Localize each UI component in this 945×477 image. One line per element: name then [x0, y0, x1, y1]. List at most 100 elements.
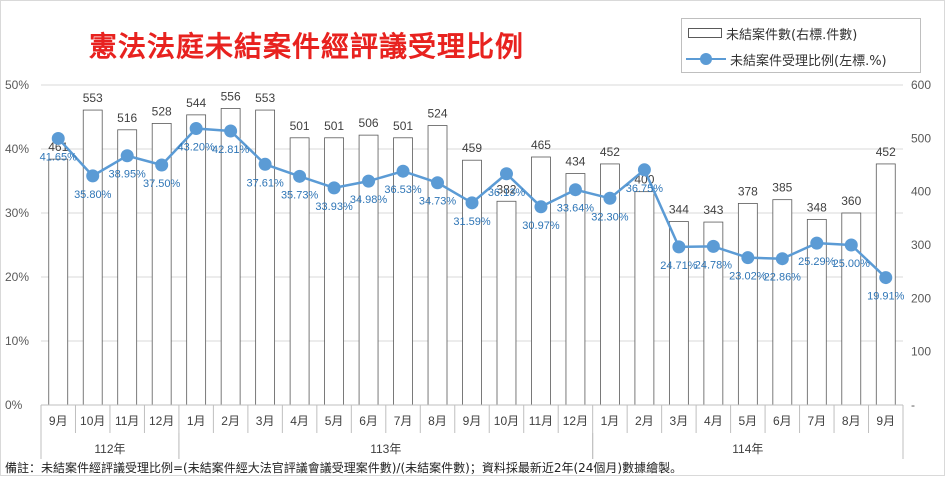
line-point [431, 176, 445, 190]
legend: 未結案件數(右標.件數) 未結案件受理比例(左標.%) [681, 18, 921, 73]
line-point [741, 251, 755, 265]
line-point [327, 181, 341, 195]
line-data-label: 31.59% [453, 216, 491, 228]
bar [186, 114, 207, 406]
line-point [120, 149, 134, 163]
y-left-tick-label: 20% [5, 270, 29, 284]
x-tick-label: 5月 [738, 414, 757, 428]
x-tick-label: 11月 [529, 414, 553, 428]
line-data-label: 32.30% [591, 211, 629, 223]
x-tick-label: 4月 [704, 414, 723, 428]
line-data-label: 33.64% [557, 203, 595, 215]
y-right-tick-label: 400 [911, 185, 931, 199]
y-right-tick-label: 100 [911, 345, 931, 359]
x-tick-label: 6月 [773, 414, 792, 428]
y-right-tick-label: 600 [911, 78, 931, 92]
bar [531, 156, 551, 406]
bar-data-label: 452 [600, 145, 620, 159]
line-point [293, 169, 307, 183]
line-data-label: 35.80% [74, 189, 112, 201]
year-group-label: 114年 [732, 442, 763, 456]
legend-bar-swatch [688, 28, 722, 38]
bar-data-label: 501 [290, 119, 310, 133]
x-tick-label: 7月 [807, 414, 826, 428]
bar-data-label: 452 [876, 145, 896, 159]
legend-item-bar: 未結案件數(右標.件數) [682, 23, 857, 43]
bar-data-label: 344 [669, 203, 689, 217]
x-tick-label: 9月 [876, 414, 895, 428]
line-point [224, 124, 238, 138]
line-data-label: 36.53% [384, 184, 422, 196]
bar [255, 109, 276, 406]
bar [48, 158, 69, 406]
line-data-label: 42.81% [212, 144, 250, 156]
bar-data-label: 360 [841, 194, 861, 208]
bar-data-label: 553 [255, 91, 275, 105]
line-data-label: 22.86% [764, 272, 802, 284]
legend-item-line: 未結案件受理比例(左標.%) [682, 49, 887, 69]
x-tick-label: 4月 [290, 414, 309, 428]
x-tick-label: 1月 [187, 414, 206, 428]
x-tick-label: 3月 [670, 414, 689, 428]
bar-data-label: 528 [152, 104, 172, 118]
y-left-tick-label: 0% [5, 398, 23, 412]
y-left-tick-label: 30% [5, 206, 29, 220]
y-right-tick-label: 200 [911, 291, 931, 305]
x-tick-label: 10月 [494, 414, 519, 428]
line-data-label: 30.97% [522, 220, 560, 232]
line-point [810, 236, 824, 250]
year-group-label: 113年 [370, 442, 401, 456]
y-right-tick-label: 300 [911, 238, 931, 252]
bar [496, 200, 517, 406]
x-tick-label: 12月 [563, 414, 588, 428]
legend-line-label: 未結案件受理比例(左標.%) [730, 53, 887, 69]
line-point [637, 163, 651, 177]
line-data-label: 25.29% [798, 256, 836, 268]
line-point [86, 169, 100, 183]
line-data-label: 41.65% [40, 151, 78, 163]
bar-data-label: 501 [393, 119, 413, 133]
legend-bar-label: 未結案件數(右標.件數) [726, 27, 858, 43]
bar-data-label: 516 [117, 111, 137, 125]
bar-data-label: 501 [324, 119, 344, 133]
y-left-tick-label: 40% [5, 142, 29, 156]
bar-data-label: 434 [565, 155, 585, 169]
x-tick-label: 1月 [601, 414, 620, 428]
line-point [879, 271, 893, 285]
line-data-label: 37.61% [246, 177, 284, 189]
bar [82, 109, 103, 406]
line-point [396, 164, 410, 178]
x-tick-label: 7月 [394, 414, 413, 428]
y-left-tick-label: 50% [5, 78, 29, 92]
line-point [534, 200, 548, 214]
line-point [706, 239, 720, 253]
bar-data-label: 465 [531, 138, 551, 152]
line-point [465, 196, 479, 210]
line-point [155, 158, 169, 172]
bar-data-label: 524 [428, 107, 448, 121]
line-point [258, 157, 272, 171]
line-data-label: 36.75% [626, 183, 664, 195]
bar [393, 137, 413, 406]
line-data-label: 25.00% [833, 258, 871, 270]
x-tick-label: 2月 [221, 414, 240, 428]
y-right-tick-label: - [911, 398, 915, 412]
line-point [568, 183, 582, 197]
bar-data-label: 343 [703, 203, 723, 217]
bar [875, 163, 896, 406]
footnote: 備註：未結案件經評議受理比例=(未結案件經大法官評議會議受理案件數)/(未結案件… [5, 461, 683, 475]
legend-line-swatch [686, 52, 726, 66]
x-tick-label: 8月 [428, 414, 447, 428]
line-point [603, 191, 617, 205]
x-tick-label: 2月 [635, 414, 654, 428]
bar-data-label: 459 [462, 141, 482, 155]
x-tick-label: 9月 [463, 414, 482, 428]
bar [324, 137, 344, 406]
year-group-label: 112年 [94, 442, 125, 456]
x-tick-label: 11月 [115, 414, 139, 428]
line-point [51, 131, 65, 145]
y-right-tick-label: 500 [911, 131, 931, 145]
bar-data-label: 544 [186, 96, 206, 110]
bar-data-label: 348 [807, 200, 827, 214]
line-data-label: 23.02% [729, 271, 767, 283]
